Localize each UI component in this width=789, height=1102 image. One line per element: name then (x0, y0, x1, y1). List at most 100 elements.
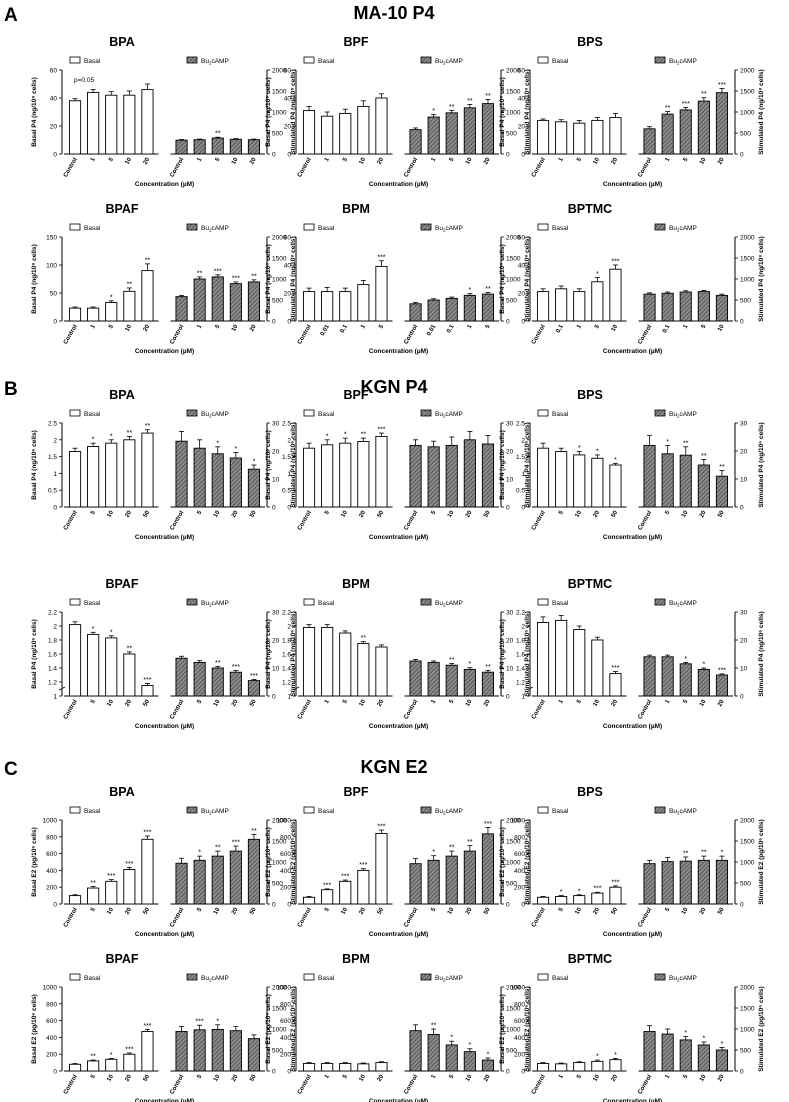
bar-stimulated (445, 664, 458, 697)
bar-stimulated (715, 674, 729, 697)
section-title: KGN P4 (360, 377, 427, 397)
bar-basal (536, 119, 550, 155)
x-tick-label: 0.1 (556, 323, 566, 334)
right-tick-label: 500 (506, 131, 517, 138)
x-tick-label: Control (531, 699, 547, 721)
right-tick-label: 500 (740, 1048, 751, 1055)
right-tick-label: 30 (740, 421, 748, 428)
significance-label: *** (323, 882, 331, 889)
x-tick-label: 50 (611, 906, 620, 915)
right-tick-label: 0 (506, 505, 510, 512)
bar-basal (302, 626, 316, 697)
x-tick-label: 50 (249, 698, 258, 707)
bar-basal (68, 624, 82, 697)
legend-stim-sub: 2 (209, 603, 212, 608)
legend-swatch-stim (420, 409, 432, 417)
x-tick-label: 10 (125, 156, 134, 165)
y-axis-label-right: Stimulated E2 (pg/10⁶ cells) (524, 986, 531, 1071)
significance-label: *** (377, 824, 385, 831)
x-tick-label: 20 (359, 509, 368, 518)
bar-basal (357, 105, 370, 155)
x-tick-label: Control (169, 1074, 185, 1096)
right-tick-label: 10 (272, 666, 280, 673)
bar-basal (555, 121, 568, 155)
bar-stimulated (679, 663, 692, 697)
chart-title: BPTMC (568, 577, 612, 591)
x-tick-label: Control (169, 907, 185, 929)
y-axis-label-right: Stimulated E2 (pg/10⁶ cells) (758, 819, 765, 904)
x-tick-label: 10 (125, 323, 134, 332)
x-tick-label: 0.01 (426, 323, 437, 337)
legend-label-stim: Bu2cAMP (201, 975, 229, 983)
significance-label: *** (593, 886, 601, 893)
bar-stimulated (175, 139, 188, 155)
bar-stimulated (445, 297, 458, 322)
bar-basal (555, 288, 568, 322)
bar-stimulated (175, 296, 188, 322)
left-tick-label: 0 (521, 152, 525, 159)
x-tick-label: 5 (449, 1073, 456, 1079)
bar-basal (68, 1063, 82, 1072)
x-tick-label: 20 (717, 1073, 726, 1082)
bar-basal (339, 442, 352, 508)
bar-stimulated (427, 859, 440, 905)
left-tick-label: 1.2 (516, 680, 525, 687)
significance-label: * (432, 108, 435, 115)
significance-label: * (578, 445, 581, 452)
bar-stimulated (679, 860, 692, 905)
left-tick-label: 0 (53, 319, 57, 326)
right-tick-label: 10 (272, 477, 280, 484)
right-tick-label: 2000 (740, 818, 755, 825)
right-tick-label: 500 (740, 298, 751, 305)
left-tick-label: 0 (287, 902, 291, 909)
bar-basal (536, 896, 550, 905)
left-tick-label: 1.5 (282, 454, 291, 461)
legend-label-basal: Basal (84, 808, 101, 815)
legend-stim-suffix: cAMP (445, 411, 462, 418)
legend-stim-suffix: cAMP (445, 808, 462, 815)
right-tick-label: 0 (740, 505, 744, 512)
legend-label-stim: Bu2cAMP (669, 225, 697, 233)
significance-label: *** (718, 667, 726, 674)
left-tick-label: 1.5 (48, 454, 57, 461)
legend-label-stim: Bu2cAMP (435, 225, 463, 233)
x-tick-label: 50 (143, 906, 152, 915)
x-tick-label: 5 (431, 906, 438, 912)
x-tick-label: 1 (324, 698, 331, 704)
significance-label: ** (215, 660, 221, 667)
bar-stimulated (175, 1031, 188, 1072)
legend-swatch-basal (69, 598, 81, 606)
bar-basal (302, 447, 316, 508)
bar-basal (141, 1031, 154, 1072)
legend-stim-prefix: Bu (669, 600, 677, 607)
right-tick-label: 500 (272, 1048, 283, 1055)
left-tick-label: 150 (46, 235, 57, 242)
left-tick-label: 60 (518, 235, 526, 242)
x-tick-label: 5 (324, 906, 331, 912)
bar-basal (375, 832, 388, 905)
bar-stimulated (463, 294, 476, 322)
x-tick-label: Control (531, 157, 547, 179)
bar-stimulated (715, 859, 729, 905)
panel-letter: A (4, 5, 18, 26)
x-axis-label: Concentration (µM) (603, 723, 662, 730)
bar-basal (609, 268, 622, 322)
x-tick-label: Control (637, 699, 653, 721)
x-tick-label: Control (63, 699, 79, 721)
x-tick-label: 5 (683, 156, 690, 162)
chart-title: BPF (344, 388, 369, 402)
legend-stim-prefix: Bu (669, 225, 677, 232)
x-tick-label: Control (169, 157, 185, 179)
significance-label: ** (251, 828, 257, 835)
x-axis-label: Concentration (µM) (135, 723, 194, 730)
significance-label: *** (611, 665, 619, 672)
y-axis-label-right: Stimulated E2 (pg/10⁶ cells) (524, 819, 531, 904)
significance-label: *** (611, 879, 619, 886)
left-tick-label: 0 (53, 902, 57, 909)
left-tick-label: 1.2 (282, 680, 291, 687)
bar-stimulated (193, 1029, 206, 1072)
